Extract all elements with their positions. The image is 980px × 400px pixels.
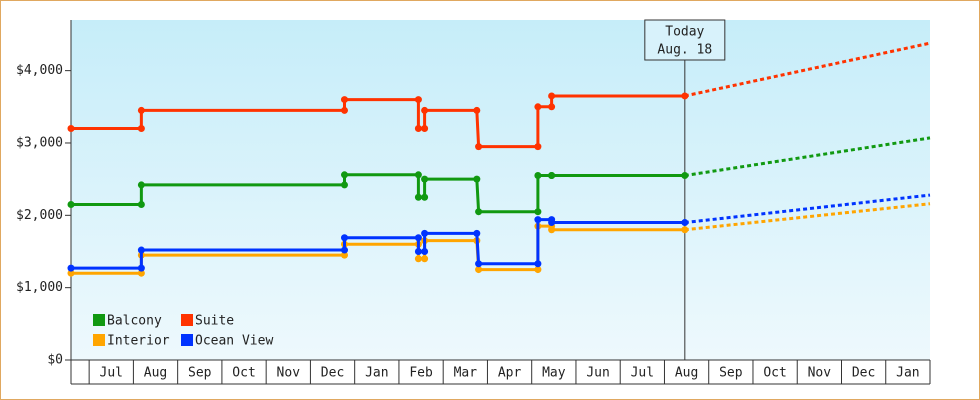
point <box>534 266 542 274</box>
point <box>414 193 422 201</box>
x-tick-label: Oct <box>232 366 255 381</box>
point <box>534 260 542 268</box>
point <box>414 255 422 263</box>
point <box>681 92 689 100</box>
point <box>475 143 483 151</box>
point <box>534 216 542 224</box>
x-tick-label: Jul <box>100 366 123 381</box>
legend-label: Ocean View <box>195 334 273 349</box>
x-tick-label: Dec <box>852 366 875 381</box>
today-box <box>644 19 726 61</box>
point <box>340 171 348 179</box>
point <box>421 106 429 114</box>
point <box>67 200 75 208</box>
point <box>414 247 422 255</box>
point <box>681 172 689 180</box>
point <box>534 143 542 151</box>
plot-area <box>71 20 930 360</box>
x-tick-label: Jul <box>631 366 654 381</box>
y-tick-label: $3,000 <box>16 135 63 150</box>
x-tick-label: Aug <box>675 366 698 381</box>
point <box>340 234 348 242</box>
point <box>421 255 429 263</box>
point <box>473 175 481 183</box>
point <box>340 251 348 259</box>
legend-label: Balcony <box>107 314 162 329</box>
point <box>681 219 689 227</box>
projection-line <box>684 193 931 225</box>
legend-swatch <box>93 314 105 326</box>
x-tick-label: May <box>542 366 566 381</box>
point <box>534 172 542 180</box>
point <box>534 208 542 216</box>
point <box>473 229 481 237</box>
point <box>475 208 483 216</box>
legend-swatch <box>181 334 193 346</box>
y-tick-label: $0 <box>47 353 63 368</box>
projection-line <box>684 136 931 178</box>
x-tick-label: Jan <box>896 366 919 381</box>
point <box>137 200 145 208</box>
point <box>475 260 483 268</box>
point <box>475 266 483 274</box>
legend-swatch <box>93 334 105 346</box>
point <box>137 264 145 272</box>
point <box>414 125 422 133</box>
x-tick-label: Feb <box>409 366 433 381</box>
point <box>340 96 348 104</box>
y-tick-label: $2,000 <box>16 208 63 223</box>
x-tick-label: Nov <box>277 366 301 381</box>
point <box>681 226 689 234</box>
x-tick-label: Sep <box>188 366 212 381</box>
point <box>421 193 429 201</box>
x-tick-label: Jan <box>365 366 388 381</box>
x-tick-label: Aug <box>144 366 167 381</box>
point <box>421 175 429 183</box>
point <box>473 106 481 114</box>
point <box>548 219 556 227</box>
point <box>548 103 556 111</box>
legend-label: Suite <box>195 314 234 329</box>
point <box>421 229 429 237</box>
y-tick-label: $4,000 <box>16 63 63 78</box>
point <box>421 247 429 255</box>
x-tick-label: Dec <box>321 366 344 381</box>
today-label: Aug. 18 <box>657 43 712 58</box>
point <box>421 125 429 133</box>
point <box>340 181 348 189</box>
series-line <box>71 218 685 270</box>
point <box>548 172 556 180</box>
point <box>414 171 422 179</box>
point <box>67 125 75 133</box>
today-label: Today <box>665 25 704 40</box>
projection-line <box>684 202 931 232</box>
point <box>534 103 542 111</box>
point <box>414 234 422 242</box>
x-tick-label: Nov <box>808 366 832 381</box>
legend-swatch <box>181 314 193 326</box>
y-tick-label: $1,000 <box>16 280 63 295</box>
x-tick-label: Apr <box>498 366 522 381</box>
point <box>548 226 556 234</box>
point <box>340 106 348 114</box>
point <box>548 92 556 100</box>
point <box>67 264 75 272</box>
point <box>340 246 348 254</box>
point <box>137 269 145 277</box>
point <box>137 125 145 133</box>
point <box>414 96 422 104</box>
point <box>67 269 75 277</box>
series-line <box>71 94 685 149</box>
legend-label: Interior <box>107 334 170 349</box>
x-tick-label: Oct <box>763 366 786 381</box>
x-tick-label: Jun <box>586 366 609 381</box>
x-tick-label: Sep <box>719 366 743 381</box>
point <box>137 181 145 189</box>
point <box>137 106 145 114</box>
x-tick-label: Mar <box>454 366 478 381</box>
point <box>137 246 145 254</box>
